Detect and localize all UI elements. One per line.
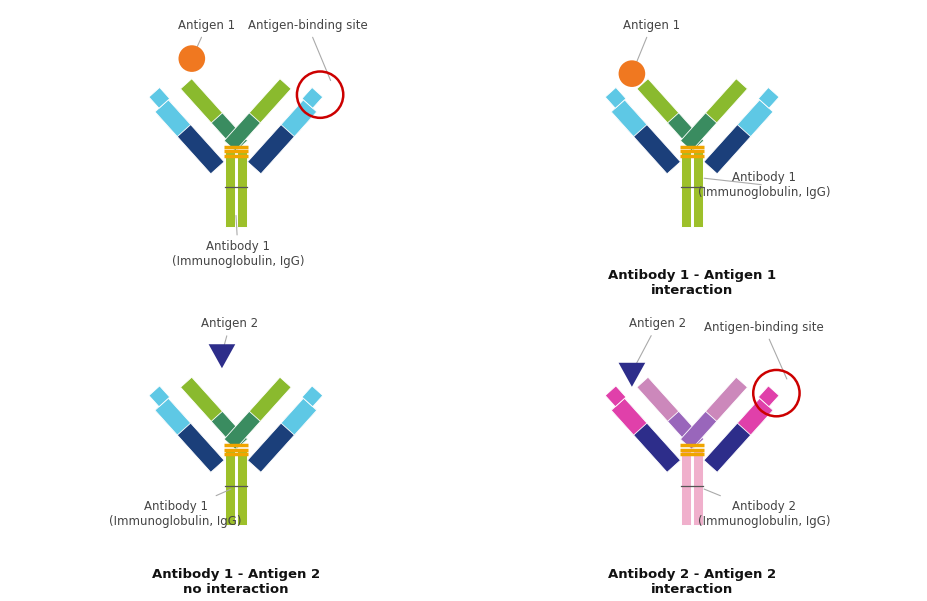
Polygon shape xyxy=(618,363,644,387)
Polygon shape xyxy=(209,344,235,368)
FancyBboxPatch shape xyxy=(236,151,247,227)
Polygon shape xyxy=(181,79,248,151)
Polygon shape xyxy=(301,88,323,108)
Polygon shape xyxy=(155,100,224,174)
Polygon shape xyxy=(611,398,679,472)
Polygon shape xyxy=(248,100,316,174)
Text: Antibody 1
(Immunoglobulin, IgG): Antibody 1 (Immunoglobulin, IgG) xyxy=(109,489,242,528)
Polygon shape xyxy=(636,79,703,151)
Polygon shape xyxy=(155,398,224,472)
Polygon shape xyxy=(604,386,626,407)
Text: Antigen-binding site: Antigen-binding site xyxy=(248,19,367,81)
Text: Antibody 1 - Antigen 2
no interaction: Antibody 1 - Antigen 2 no interaction xyxy=(152,568,320,596)
Polygon shape xyxy=(155,100,190,136)
Polygon shape xyxy=(604,88,626,108)
Text: Antibody 2 - Antigen 2
interaction: Antibody 2 - Antigen 2 interaction xyxy=(607,568,775,596)
Polygon shape xyxy=(703,100,772,174)
Polygon shape xyxy=(611,100,679,174)
Polygon shape xyxy=(224,113,260,151)
Polygon shape xyxy=(703,398,772,472)
Text: Antigen-binding site: Antigen-binding site xyxy=(704,321,823,379)
Polygon shape xyxy=(211,411,248,450)
Circle shape xyxy=(178,45,205,72)
Polygon shape xyxy=(224,79,291,151)
Polygon shape xyxy=(248,398,316,472)
Polygon shape xyxy=(611,100,646,136)
Text: Antibody 1
(Immunoglobulin, IgG): Antibody 1 (Immunoglobulin, IgG) xyxy=(171,215,304,269)
Polygon shape xyxy=(679,411,716,450)
Polygon shape xyxy=(679,79,746,151)
Polygon shape xyxy=(757,88,779,108)
Polygon shape xyxy=(281,398,316,435)
FancyBboxPatch shape xyxy=(224,450,235,525)
Polygon shape xyxy=(611,398,646,435)
Polygon shape xyxy=(667,411,703,450)
Text: Antigen 1: Antigen 1 xyxy=(178,19,235,56)
Circle shape xyxy=(618,60,644,87)
Polygon shape xyxy=(155,398,190,435)
Text: Antibody 1 - Antigen 1
interaction: Antibody 1 - Antigen 1 interaction xyxy=(607,269,775,297)
FancyBboxPatch shape xyxy=(224,151,235,227)
Polygon shape xyxy=(301,386,323,407)
Polygon shape xyxy=(679,113,716,151)
FancyBboxPatch shape xyxy=(680,151,691,227)
Text: Antigen 1: Antigen 1 xyxy=(622,19,679,71)
Polygon shape xyxy=(679,377,746,450)
Polygon shape xyxy=(224,377,291,450)
FancyBboxPatch shape xyxy=(692,450,703,525)
Polygon shape xyxy=(224,411,260,450)
Polygon shape xyxy=(737,398,772,435)
Polygon shape xyxy=(148,88,170,108)
FancyBboxPatch shape xyxy=(692,151,703,227)
Polygon shape xyxy=(281,100,316,136)
Polygon shape xyxy=(757,386,779,407)
Text: Antibody 1
(Immunoglobulin, IgG): Antibody 1 (Immunoglobulin, IgG) xyxy=(697,171,830,199)
Polygon shape xyxy=(181,377,248,450)
Polygon shape xyxy=(636,377,703,450)
FancyBboxPatch shape xyxy=(680,450,691,525)
Polygon shape xyxy=(667,113,703,151)
Text: Antigen 2: Antigen 2 xyxy=(629,317,685,370)
Polygon shape xyxy=(211,113,248,151)
Text: Antigen 2: Antigen 2 xyxy=(201,317,259,351)
FancyBboxPatch shape xyxy=(236,450,247,525)
Polygon shape xyxy=(148,386,170,407)
Text: Antibody 2
(Immunoglobulin, IgG): Antibody 2 (Immunoglobulin, IgG) xyxy=(697,489,830,528)
Polygon shape xyxy=(737,100,772,136)
